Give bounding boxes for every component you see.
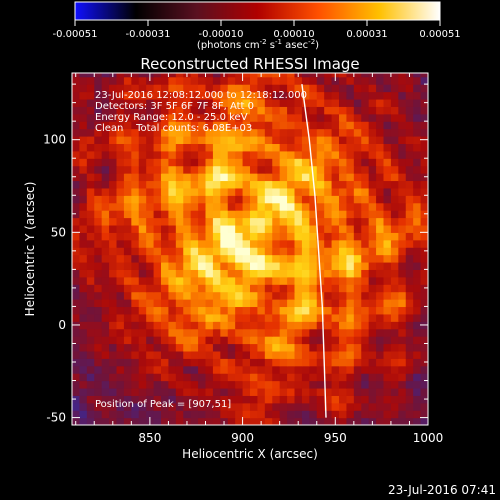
colorbar-tick-label: -0.00051: [53, 29, 98, 40]
peak-position-label: Position of Peak = [907,51]: [95, 399, 231, 410]
x-tick-label: 850: [138, 431, 161, 445]
axis-ticks: 850 900 950 1000 -50 0 50 100: [43, 73, 443, 445]
chart-title: Reconstructed RHESSI Image: [140, 55, 359, 73]
colorbar-gradient: [74, 1, 441, 21]
colorbar-tick-label: 0.00031: [346, 29, 387, 40]
heatmap-image: [72, 73, 428, 425]
info-block: 23-Jul-2016 12:08:12.000 to 12:18:12.000…: [95, 90, 307, 134]
x-tick-label: 1000: [413, 431, 444, 445]
plot-frame: [71, 72, 429, 426]
colorbar-tick-label: 0.00010: [273, 29, 314, 40]
x-tick-label: 900: [231, 431, 254, 445]
y-tick-label: -50: [46, 411, 66, 425]
colorbar-unit-label: (photons cm-2 s-1 asec-2): [197, 38, 319, 51]
y-axis-label: Heliocentric Y (arcsec): [23, 182, 37, 317]
y-tick-label: 100: [43, 133, 66, 147]
colorbar: -0.00051 -0.00031 -0.00010 0.00010 0.00031 0.…: [53, 1, 461, 51]
colorbar-tick-label: -0.00031: [126, 29, 171, 40]
info-line: Detectors: 3F 5F 6F 7F 8F, Att 0: [95, 101, 254, 112]
colorbar-tick-label: 0.00051: [419, 29, 460, 40]
solar-limb-line: [301, 84, 327, 418]
info-line: Clean Total counts: 6.08E+03: [95, 123, 252, 134]
x-tick-label: 950: [324, 431, 347, 445]
colorbar-tick-label: -0.00010: [199, 29, 244, 40]
info-line: 23-Jul-2016 12:08:12.000 to 12:18:12.000: [95, 90, 307, 101]
footer-timestamp: 23-Jul-2016 07:41: [388, 483, 496, 497]
y-tick-label: 50: [51, 225, 66, 239]
info-line: Energy Range: 12.0 - 25.0 keV: [95, 112, 248, 123]
x-axis-label: Heliocentric X (arcsec): [182, 447, 318, 461]
y-tick-label: 0: [58, 318, 66, 332]
colorbar-ticks: -0.00051 -0.00031 -0.00010 0.00010 0.00031 0.…: [53, 20, 461, 40]
